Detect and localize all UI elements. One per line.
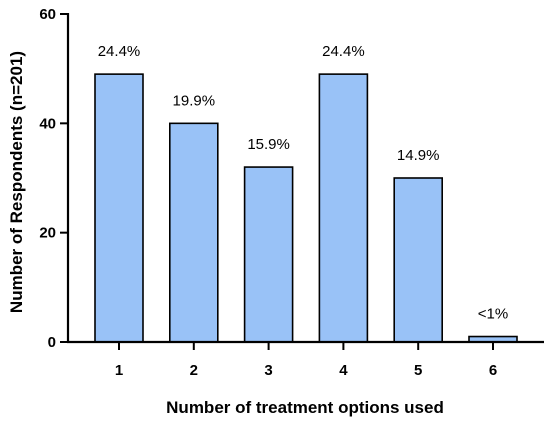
- data-label-1: 24.4%: [98, 43, 141, 60]
- x-tick-label-6: 6: [489, 362, 497, 379]
- y-tick-label-40: 40: [39, 115, 56, 132]
- data-label-4: 24.4%: [322, 43, 365, 60]
- y-axis-title: Number of Respondents (n=201): [7, 51, 26, 313]
- bar-2: [169, 122, 219, 343]
- y-tick-label-20: 20: [39, 225, 56, 242]
- x-tick-label-5: 5: [414, 362, 422, 379]
- bar-3: [243, 166, 294, 343]
- x-tick-label-2: 2: [190, 362, 198, 379]
- plot-area: 24.4% 19.9% 15.9% 24.4% 14.9% <1% 0 20 40 60 1 2 3 4 5…: [39, 6, 544, 379]
- data-label-5: 14.9%: [397, 147, 440, 164]
- x-axis-title: Number of treatment options used: [166, 398, 444, 417]
- y-tick-label-60: 60: [39, 6, 56, 23]
- data-label-6: <1%: [478, 306, 508, 323]
- x-tick-label-1: 1: [115, 362, 123, 379]
- y-tick-label-0: 0: [48, 334, 56, 351]
- bar-1: [94, 73, 144, 343]
- x-tick-label-4: 4: [339, 362, 348, 379]
- data-label-3: 15.9%: [247, 136, 290, 153]
- data-label-2: 19.9%: [173, 92, 216, 109]
- bar-5: [393, 177, 444, 343]
- x-tick-label-3: 3: [264, 362, 272, 379]
- bar-4: [318, 73, 369, 343]
